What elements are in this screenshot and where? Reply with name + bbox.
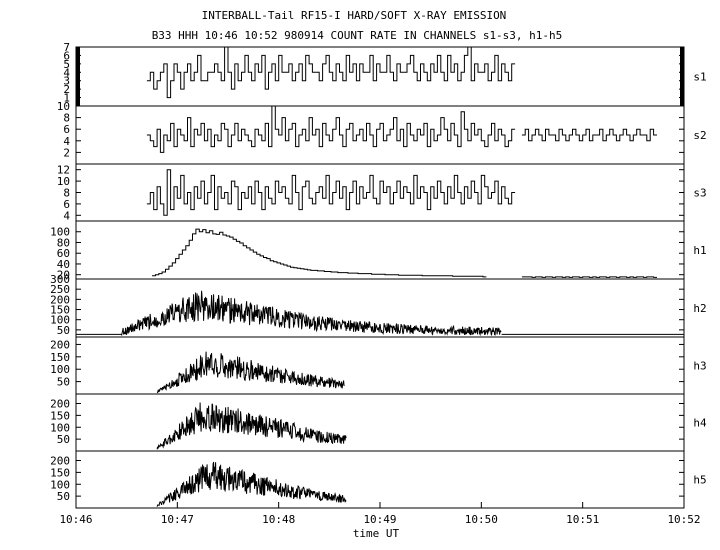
series-line-h5 bbox=[156, 461, 347, 507]
panel-edge-bar bbox=[680, 47, 684, 106]
series-line-s1-0 bbox=[146, 46, 516, 99]
y-tick-label-s3: 12 bbox=[57, 164, 70, 177]
series-line-s3-0 bbox=[146, 169, 516, 216]
y-tick-label-s3: 6 bbox=[63, 198, 70, 211]
series-line-h2 bbox=[121, 290, 502, 337]
y-tick-label-h1: 20 bbox=[57, 269, 70, 282]
x-tick-label: 10:52 bbox=[667, 513, 700, 526]
y-tick-label-h3: 50 bbox=[57, 376, 70, 389]
y-tick-label-s1: 5 bbox=[63, 58, 70, 71]
y-tick-label-h2: 250 bbox=[50, 283, 70, 296]
panel-label-h4: h4 bbox=[693, 417, 707, 430]
panel-edge-bar bbox=[76, 47, 80, 106]
y-tick-label-h4: 50 bbox=[57, 433, 70, 446]
y-tick-label-h3: 150 bbox=[50, 351, 70, 364]
y-tick-label-s2: 8 bbox=[63, 112, 70, 125]
y-tick-label-h5: 50 bbox=[57, 490, 70, 503]
y-tick-label-h4: 200 bbox=[50, 398, 70, 411]
panel-label-h2: h2 bbox=[693, 302, 706, 315]
panel-label-s3: s3 bbox=[693, 187, 706, 200]
series-line-h4 bbox=[156, 402, 347, 450]
x-tick-label: 10:48 bbox=[262, 513, 295, 526]
y-tick-label-s1: 7 bbox=[63, 41, 70, 54]
panel-label-h1: h1 bbox=[693, 244, 706, 257]
series-line-h3 bbox=[156, 351, 345, 394]
y-tick-label-s2: 10 bbox=[57, 100, 70, 113]
y-tick-label-h2: 100 bbox=[50, 314, 70, 327]
y-tick-label-s1: 4 bbox=[63, 66, 70, 79]
y-tick-label-h1: 40 bbox=[57, 258, 70, 271]
series-line-s2-1 bbox=[521, 128, 657, 142]
y-tick-label-h1: 100 bbox=[50, 226, 70, 239]
y-tick-label-s1: 6 bbox=[63, 49, 70, 62]
panel-frame-h1 bbox=[75, 220, 685, 280]
y-tick-label-s2: 2 bbox=[63, 146, 70, 159]
panel-frame-h2 bbox=[75, 278, 685, 338]
y-tick-label-h5: 100 bbox=[50, 478, 70, 491]
series-line-h1-0 bbox=[152, 228, 487, 278]
y-tick-label-h3: 200 bbox=[50, 338, 70, 351]
y-tick-label-h5: 200 bbox=[50, 455, 70, 468]
panel-label-h3: h3 bbox=[693, 360, 706, 373]
x-tick-label: 10:47 bbox=[161, 513, 194, 526]
y-tick-label-h2: 150 bbox=[50, 304, 70, 317]
y-tick-label-s1: 1 bbox=[63, 92, 70, 105]
series-line-s2-0 bbox=[146, 105, 516, 153]
y-tick-label-h3: 100 bbox=[50, 363, 70, 376]
y-tick-label-s1: 2 bbox=[63, 83, 70, 96]
x-tick-label: 10:46 bbox=[59, 513, 92, 526]
y-tick-label-h2: 300 bbox=[50, 273, 70, 286]
y-tick-label-h2: 200 bbox=[50, 293, 70, 306]
y-tick-label-h4: 150 bbox=[50, 409, 70, 422]
y-tick-label-s3: 8 bbox=[63, 187, 70, 200]
y-tick-label-s1: 3 bbox=[63, 75, 70, 88]
chart-subtitle: B33 HHH 10:46 10:52 980914 COUNT RATE IN… bbox=[152, 29, 563, 42]
y-tick-label-h4: 100 bbox=[50, 421, 70, 434]
chart-title: INTERBALL-Tail RF15-I HARD/SOFT X-RAY EM… bbox=[202, 9, 507, 22]
x-axis-label: time UT bbox=[353, 527, 400, 540]
y-tick-label-h5: 150 bbox=[50, 466, 70, 479]
y-tick-label-s2: 4 bbox=[63, 135, 70, 148]
panel-label-s1: s1 bbox=[693, 71, 706, 84]
y-tick-label-h1: 80 bbox=[57, 236, 70, 249]
x-axis: 10:46 10:47 10:48 10:49 10:50 10:51 10:52 bbox=[59, 502, 701, 526]
y-tick-label-s3: 10 bbox=[57, 175, 70, 188]
y-tick-label-s3: 4 bbox=[63, 209, 70, 222]
y-tick-label-s2: 6 bbox=[63, 123, 70, 136]
y-tick-label-h2: 50 bbox=[57, 324, 70, 337]
x-tick-label: 10:50 bbox=[465, 513, 498, 526]
panels: 1234567s1246810s24681012s320406080100h15… bbox=[50, 41, 707, 509]
x-tick-label: 10:51 bbox=[566, 513, 599, 526]
y-tick-label-h1: 60 bbox=[57, 247, 70, 260]
panel-label-s2: s2 bbox=[693, 129, 706, 142]
series-line-h1-1 bbox=[521, 276, 657, 278]
x-tick-label: 10:49 bbox=[363, 513, 396, 526]
panel-label-h5: h5 bbox=[693, 474, 706, 487]
panel-frame-h4 bbox=[75, 393, 685, 452]
